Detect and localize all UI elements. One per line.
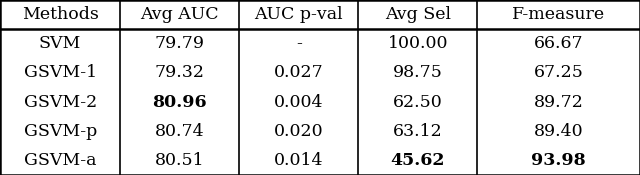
Text: 79.32: 79.32 <box>155 64 205 81</box>
Text: 63.12: 63.12 <box>393 123 443 140</box>
Text: 62.50: 62.50 <box>393 94 443 111</box>
Text: 0.014: 0.014 <box>274 152 324 169</box>
Text: 0.027: 0.027 <box>274 64 324 81</box>
Text: 89.40: 89.40 <box>534 123 584 140</box>
Text: 100.00: 100.00 <box>388 35 448 52</box>
Text: Methods: Methods <box>22 6 99 23</box>
Text: 67.25: 67.25 <box>534 64 584 81</box>
Text: 79.79: 79.79 <box>155 35 205 52</box>
Text: Avg AUC: Avg AUC <box>141 6 219 23</box>
Text: 89.72: 89.72 <box>534 94 584 111</box>
Text: 93.98: 93.98 <box>531 152 586 169</box>
Text: Avg Sel: Avg Sel <box>385 6 451 23</box>
Text: 45.62: 45.62 <box>391 152 445 169</box>
Text: 0.004: 0.004 <box>274 94 324 111</box>
Text: GSVM-p: GSVM-p <box>24 123 97 140</box>
Text: GSVM-a: GSVM-a <box>24 152 97 169</box>
Text: GSVM-1: GSVM-1 <box>24 64 97 81</box>
Text: -: - <box>296 35 302 52</box>
Text: 66.67: 66.67 <box>534 35 584 52</box>
Text: 0.020: 0.020 <box>274 123 324 140</box>
Text: 80.74: 80.74 <box>155 123 205 140</box>
Text: 80.96: 80.96 <box>152 94 207 111</box>
Text: SVM: SVM <box>39 35 81 52</box>
Text: 98.75: 98.75 <box>393 64 443 81</box>
Text: GSVM-2: GSVM-2 <box>24 94 97 111</box>
Text: AUC p-val: AUC p-val <box>255 6 343 23</box>
Text: 80.51: 80.51 <box>155 152 205 169</box>
Text: F-measure: F-measure <box>512 6 605 23</box>
